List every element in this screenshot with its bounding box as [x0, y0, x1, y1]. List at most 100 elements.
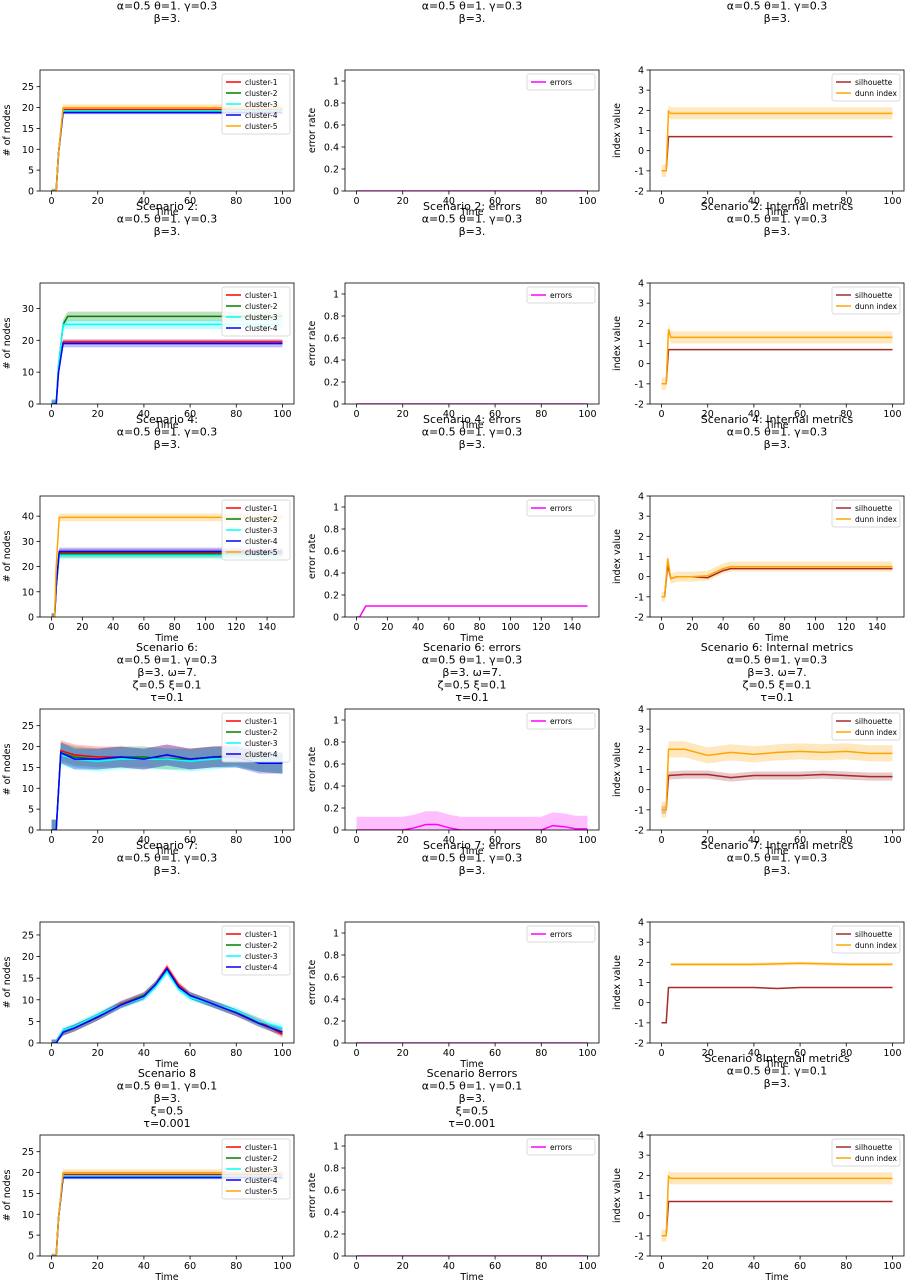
- y-tick-label: 0: [333, 400, 339, 411]
- legend-entry: silhouette: [855, 1143, 893, 1152]
- x-tick-label: 20: [702, 409, 714, 420]
- x-tick-label: 40: [717, 622, 729, 633]
- x-tick-label: 20: [92, 196, 104, 207]
- legend-entry: cluster-3: [245, 1165, 278, 1174]
- plot-area: [51, 740, 283, 830]
- x-tick-label: 0: [354, 835, 360, 846]
- y-tick-label: 2: [638, 106, 644, 117]
- y-tick-label: 0.6: [324, 760, 339, 771]
- y-tick-label: 10: [22, 145, 34, 156]
- legend-entry: cluster-4: [245, 111, 278, 120]
- y-tick-label: 0.4: [324, 1208, 339, 1219]
- chart-title-line: β=3.: [764, 225, 791, 238]
- chart-title-line: β=3.: [154, 438, 181, 451]
- y-tick-label: -1: [635, 166, 644, 177]
- y-tick-label: 0: [28, 1252, 34, 1263]
- legend-entry: cluster-3: [245, 952, 278, 961]
- x-tick-label: 80: [840, 1048, 852, 1059]
- y-tick-label: 4: [638, 66, 644, 77]
- series-line-errors: [356, 823, 588, 830]
- y-tick-label: 5: [28, 1017, 34, 1028]
- y-tick-label: 4: [638, 705, 644, 716]
- legend: silhouette dunn index: [831, 286, 901, 315]
- chart-title-line: β=3. ω=7.: [137, 666, 196, 679]
- legend: cluster-1 cluster-2 cluster-3 cluster-4 clus…: [221, 73, 291, 135]
- y-axis-label: error rate: [307, 960, 318, 1005]
- y-tick-label: 1: [333, 77, 339, 88]
- y-tick-label: 2: [638, 1171, 644, 1182]
- chart-title-line: β=3.: [764, 864, 791, 877]
- y-tick-label: 20: [22, 952, 34, 963]
- chart-title-line: ζ=0.5 ξ=0.1: [437, 679, 506, 692]
- x-tick-label: 40: [138, 835, 150, 846]
- legend: cluster-1 cluster-2 cluster-3 cluster-4: [221, 286, 291, 337]
- y-tick-label: 1: [638, 339, 644, 350]
- x-tick-label: 0: [659, 622, 665, 633]
- x-axis-label: Time: [154, 633, 178, 644]
- y-tick-label: -1: [635, 592, 644, 603]
- chart-title-line: ζ=0.5 ξ=0.1: [132, 679, 201, 692]
- x-tick-label: 100: [501, 622, 519, 633]
- plot-area: [661, 741, 893, 818]
- y-tick-label: 40: [22, 512, 34, 523]
- chart-title-line: α=0.5 θ=1. γ=0.3: [727, 0, 828, 13]
- confidence-band: [661, 323, 893, 390]
- y-tick-label: 4: [638, 1131, 644, 1142]
- axes-frame: [39, 495, 295, 618]
- legend-box: [221, 286, 291, 337]
- axes-frame: [39, 921, 295, 1044]
- y-tick-label: 25: [22, 82, 34, 93]
- legend: silhouette dunn index: [831, 73, 901, 102]
- y-tick-label: 0: [638, 359, 644, 370]
- x-tick-label: 140: [258, 622, 276, 633]
- x-tick-label: 20: [397, 409, 409, 420]
- chart-title-line: α=0.5 θ=1. γ=0.3: [727, 852, 828, 865]
- y-tick-label: 0: [638, 572, 644, 583]
- chart-title-line: β=3.: [154, 12, 181, 25]
- confidence-band: [661, 553, 893, 602]
- legend: silhouette dunn index: [831, 712, 901, 741]
- confidence-band: [661, 741, 893, 818]
- confidence-band: [51, 966, 283, 1043]
- legend-entry: cluster-2: [245, 515, 278, 524]
- x-tick-label: 80: [840, 409, 852, 420]
- x-axis-label: Time: [764, 633, 788, 644]
- chart-title-line: Scenario 6: errors: [423, 641, 521, 654]
- chart-title-line: α=0.5 θ=1. γ=0.3: [117, 852, 218, 865]
- legend-entry: errors: [550, 930, 572, 939]
- axes-frame: [344, 282, 600, 405]
- x-axis-label: Time: [154, 207, 178, 218]
- x-tick-label: 100: [806, 622, 824, 633]
- confidence-band: [661, 1170, 893, 1242]
- chart-title-line: α=0.5 θ=1. γ=0.3: [422, 213, 523, 226]
- x-tick-label: 20: [397, 1048, 409, 1059]
- y-tick-label: 0.4: [324, 995, 339, 1006]
- y-tick-label: 0.6: [324, 973, 339, 984]
- chart-title-line: β=3.: [764, 438, 791, 451]
- y-axis-label: index value: [612, 316, 623, 371]
- y-tick-label: 0: [333, 1252, 339, 1263]
- legend-entry: dunn index: [855, 941, 897, 950]
- legend-entry: silhouette: [855, 78, 893, 87]
- series-line-cluster-1: [51, 966, 283, 1043]
- y-tick-label: -2: [635, 826, 644, 837]
- x-tick-label: 0: [49, 622, 55, 633]
- y-tick-label: 3: [638, 299, 644, 310]
- chart-title-line: β=3.: [459, 12, 486, 25]
- x-tick-label: 40: [748, 1048, 760, 1059]
- legend-entry: cluster-4: [245, 537, 278, 546]
- y-tick-label: 1: [638, 765, 644, 776]
- x-axis-label: Time: [459, 1059, 483, 1070]
- y-tick-label: 20: [22, 1168, 34, 1179]
- chart-title-line: β=3.: [764, 1077, 791, 1090]
- y-tick-label: 0: [28, 400, 34, 411]
- series-line-cluster-3: [51, 970, 283, 1043]
- x-tick-label: 60: [489, 1048, 501, 1059]
- plot-area: [661, 105, 893, 177]
- chart-title-line: α=0.5 θ=1. γ=0.3: [422, 0, 523, 13]
- x-tick-label: 60: [794, 196, 806, 207]
- x-axis-label: Time: [459, 207, 483, 218]
